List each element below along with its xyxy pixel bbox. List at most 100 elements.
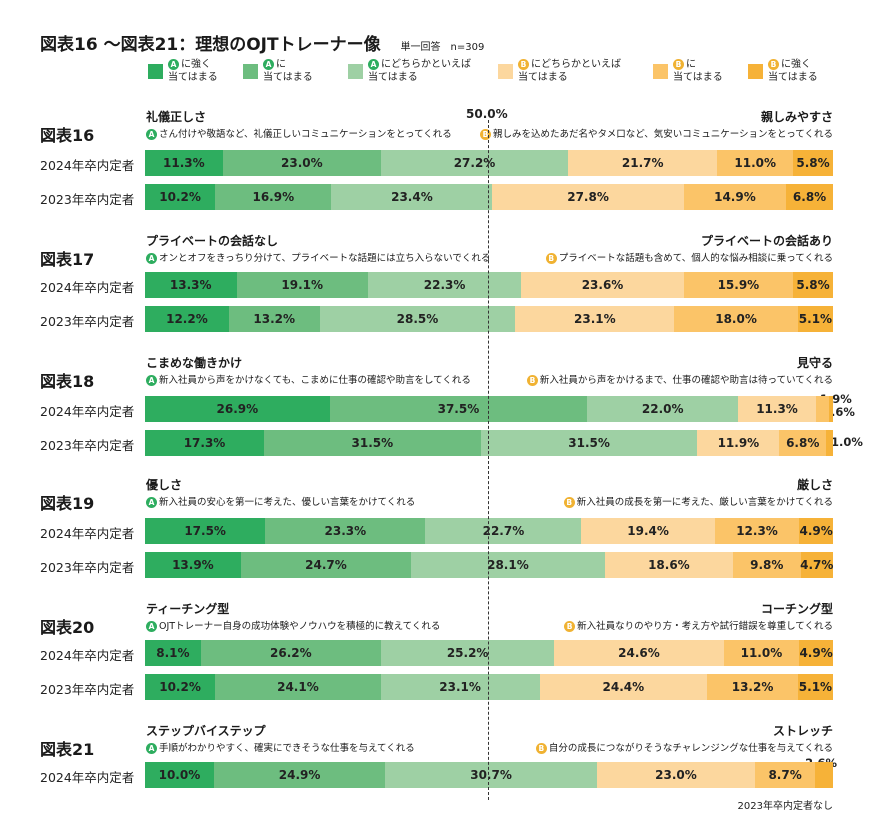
bar-segment-2: 19.1% bbox=[236, 272, 368, 298]
legend-label-3: A にどちらかといえば 当てはまる bbox=[368, 59, 471, 83]
stacked-bar: 17.5% 23.3% 22.7% 19.4% 12.3% 4.9% bbox=[145, 518, 833, 544]
segment-value: 23.4% bbox=[391, 190, 433, 204]
row-label: 2023年卒内定者 bbox=[40, 192, 135, 207]
segment-value: 4.9% bbox=[799, 524, 833, 538]
segment-value: 27.8% bbox=[567, 190, 609, 204]
right-desc-5: B 自分の成長につながりそうなチャレンジングな仕事を与えてくれる bbox=[535, 740, 833, 754]
segment-value: 10.2% bbox=[159, 680, 201, 694]
stacked-bar: 8.1% 26.2% 25.2% 24.6% 11.0% 4.9% bbox=[145, 640, 833, 666]
legend-label-1: A に強く 当てはまる bbox=[168, 59, 218, 83]
left-desc-0: A さん付けや敬語など、礼儀正しいコミュニケーションをとってくれる bbox=[146, 126, 452, 140]
bar-segment-3: 25.2% bbox=[380, 640, 555, 666]
left-desc-1: A オンとオフをきっちり分けて、プライベートな話題には立ち入らないでくれる bbox=[146, 250, 490, 264]
stacked-bar: 10.0% 24.9% 30.7% 23.0% 8.7% bbox=[145, 762, 833, 788]
segment-value: 28.1% bbox=[487, 558, 529, 572]
legend-swatch-1 bbox=[148, 64, 163, 79]
bar-segment-4: 24.6% bbox=[554, 640, 724, 666]
segment-value: 6.8% bbox=[792, 190, 827, 204]
bar-segment-3: 31.5% bbox=[480, 430, 698, 456]
segment-value: 5.1% bbox=[798, 680, 833, 694]
left-title-2: こまめな働きかけ bbox=[146, 356, 243, 370]
right-desc-4: B 新入社員なりのやり方・考え方や試行錯誤を尊重してくれる bbox=[564, 618, 833, 632]
option-a-marker: A bbox=[146, 375, 157, 386]
legend-swatch-3 bbox=[348, 64, 363, 79]
segment-value: 22.0% bbox=[641, 402, 684, 416]
legend-swatch-6 bbox=[748, 64, 763, 79]
option-a-marker: A bbox=[146, 621, 157, 632]
bar-segment-3: 28.5% bbox=[319, 306, 516, 332]
segment-value: 8.7% bbox=[768, 768, 802, 782]
row-label: 2024年卒内定者 bbox=[40, 280, 135, 295]
segment-value: 25.2% bbox=[446, 646, 489, 660]
segment-value: 13.9% bbox=[172, 558, 214, 572]
segment-value: 24.6% bbox=[618, 646, 660, 660]
bar-segment-1: 10.2% bbox=[145, 184, 216, 210]
figure-label-0: 図表16 bbox=[40, 126, 95, 145]
right-desc-3: B 新入社員の成長を第一に考えた、厳しい言葉をかけてくれる bbox=[563, 494, 833, 508]
option-b-marker: B bbox=[545, 253, 557, 264]
bar-segment-1: 17.5% bbox=[145, 518, 266, 544]
option-b-marker: B bbox=[564, 621, 576, 632]
segment-value: 26.9% bbox=[216, 402, 259, 416]
bar-segment-2: 37.5% bbox=[329, 396, 588, 422]
segment-value: 11.3% bbox=[163, 156, 205, 170]
bar-segment-3: 22.3% bbox=[367, 272, 522, 298]
segment-value: 17.5% bbox=[184, 524, 226, 538]
segment-value: 31.5% bbox=[568, 436, 610, 450]
bar-segment-5: 18.0% bbox=[674, 306, 798, 332]
left-desc-4: A OJTトレーナー自身の成功体験やノウハウを積極的に教えてくれる bbox=[146, 618, 440, 632]
right-desc-0: B 親しみを込めたあだ名やタメ口など、気安いコミュニケーションをとってくれる bbox=[479, 126, 833, 140]
left-title-3: 優しさ bbox=[146, 478, 183, 492]
option-b-marker: B bbox=[673, 59, 684, 70]
segment-value: 13.2% bbox=[731, 680, 774, 694]
bar-segment-6: 6.8% bbox=[786, 184, 833, 210]
segment-value: 6.8% bbox=[786, 436, 820, 450]
legend-label-6: B に強く 当てはまる bbox=[768, 59, 818, 83]
legend-swatch-4 bbox=[498, 64, 513, 79]
stacked-bar: 13.3% 19.1% 22.3% 23.6% 15.9% 5.8% bbox=[145, 272, 833, 298]
segment-value: 10.2% bbox=[159, 190, 201, 204]
row-label: 2023年卒内定者 bbox=[40, 314, 135, 329]
stacked-bar: 13.9% 24.7% 28.1% 18.6% 9.8% 4.7% bbox=[145, 552, 833, 578]
segment-value: 19.4% bbox=[627, 524, 669, 538]
legend-item-6: B に強く 当てはまる bbox=[748, 58, 818, 84]
legend-item-3: A にどちらかといえば 当てはまる bbox=[348, 58, 471, 84]
bar-segment-6: 5.8% bbox=[793, 272, 833, 298]
bar-segment-3: 30.7% bbox=[385, 762, 597, 788]
segment-value: 5.1% bbox=[798, 312, 833, 326]
bar-segment-4: 11.9% bbox=[697, 430, 780, 456]
bar-segment-4: 23.6% bbox=[521, 272, 684, 298]
option-b-marker: B bbox=[526, 375, 538, 386]
bar-segment-6 bbox=[828, 396, 833, 422]
left-title-4: ティーチング型 bbox=[146, 602, 230, 616]
stacked-bar: 10.2% 16.9% 23.4% 27.8% 14.9% 6.8% bbox=[145, 184, 833, 210]
stacked-bar: 11.3% 23.0% 27.2% 21.7% 11.0% 5.8% bbox=[145, 150, 833, 176]
bar-segment-5 bbox=[815, 396, 829, 422]
segment-value: 17.3% bbox=[183, 436, 226, 450]
figure-label-1: 図表17 bbox=[40, 250, 95, 269]
segment-value: 22.3% bbox=[423, 278, 466, 292]
segment-value: 14.9% bbox=[714, 190, 756, 204]
left-title-1: プライベートの会話なし bbox=[146, 234, 279, 248]
option-b-marker: B bbox=[479, 129, 491, 140]
bar-segment-2: 24.7% bbox=[240, 552, 412, 578]
bar-segment-6: 4.7% bbox=[800, 552, 833, 578]
bar-segment-3: 23.4% bbox=[331, 184, 493, 210]
figure-label-4: 図表20 bbox=[40, 618, 95, 637]
segment-value: 1.0% bbox=[831, 435, 863, 449]
row-label: 2023年卒内定者 bbox=[40, 682, 135, 697]
sample-note: 単一回答 n=309 bbox=[400, 42, 485, 53]
segment-value: 16.9% bbox=[252, 190, 295, 204]
segment-value: 23.6% bbox=[581, 278, 624, 292]
bar-segment-1: 26.9% bbox=[145, 396, 330, 422]
segment-value: 23.0% bbox=[281, 156, 323, 170]
left-desc-2: A 新入社員から声をかけなくても、こまめに仕事の確認や助言をしてくれる bbox=[146, 372, 471, 386]
legend: A に強く 当てはまる A に 当てはまる A にどちらかといえば 当てはまる B にどちらか… bbox=[148, 58, 838, 94]
segment-value: 23.1% bbox=[439, 680, 481, 694]
segment-value: 23.3% bbox=[324, 524, 367, 538]
